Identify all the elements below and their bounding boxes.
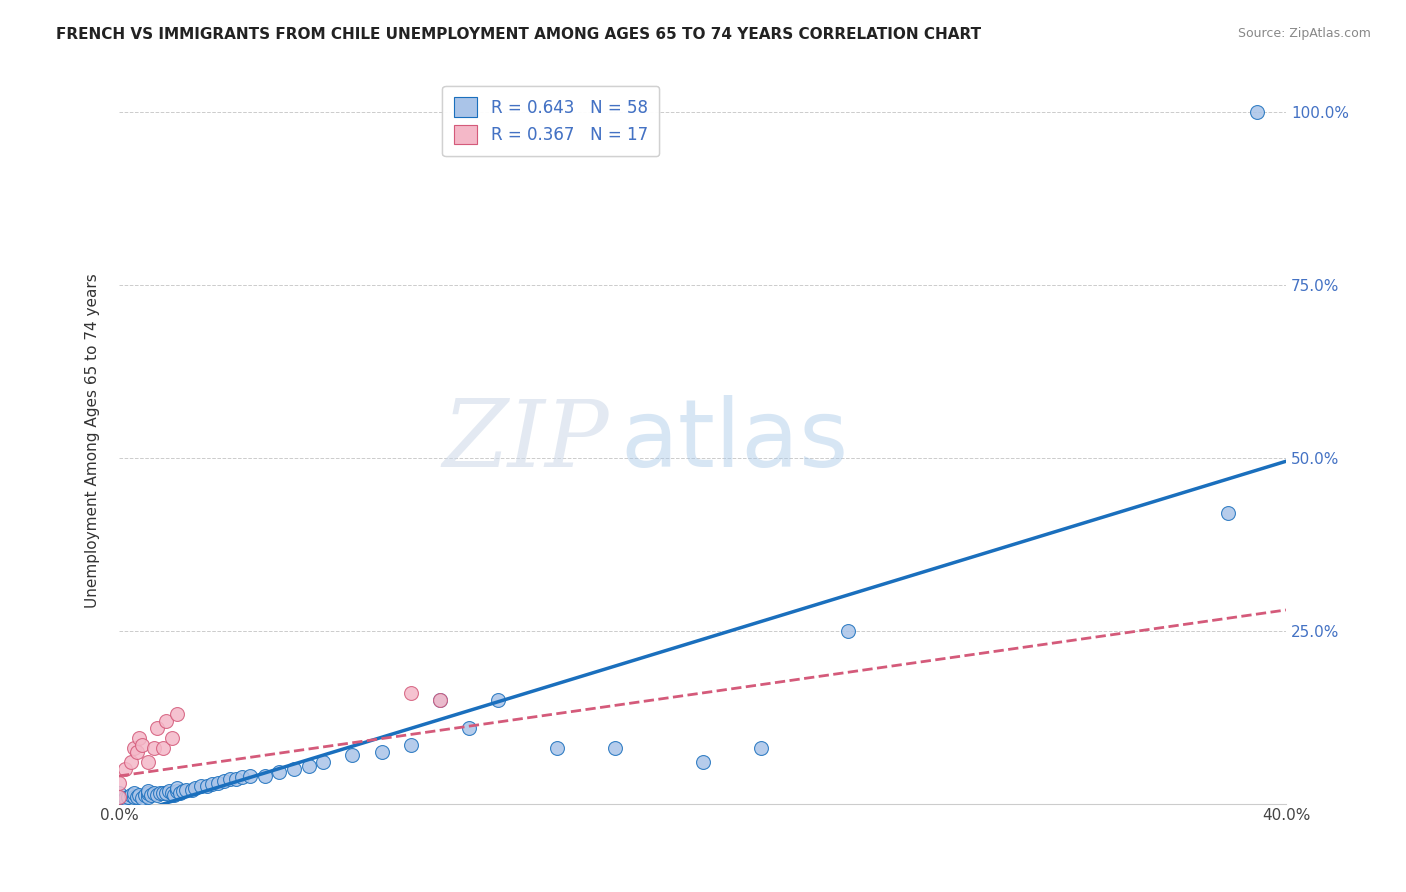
Point [125,789,148,804]
Point [546,741,568,756]
Point [122,741,145,756]
Point [114,791,136,805]
Point [231,770,253,784]
Point [160,731,183,745]
Point [108,789,131,804]
Text: ZIP: ZIP [443,395,609,485]
Point [749,741,772,756]
Point [155,714,177,728]
Point [399,686,422,700]
Text: atlas: atlas [621,394,849,486]
Point [108,789,131,804]
Point [298,758,321,772]
Point [157,784,180,798]
Point [429,693,451,707]
Point [195,780,218,794]
Point [166,706,188,721]
Point [149,786,172,800]
Point [131,791,153,805]
Point [139,789,162,803]
Point [458,721,481,735]
Legend: R = 0.643   N = 58, R = 0.367   N = 17: R = 0.643 N = 58, R = 0.367 N = 17 [443,86,659,156]
Point [253,769,276,783]
Point [219,772,242,787]
Point [212,774,235,789]
Point [122,786,145,800]
Point [136,784,159,798]
Point [108,776,131,790]
Point [486,693,509,707]
Point [136,755,159,769]
Point [225,772,247,787]
Point [163,789,186,803]
Point [160,786,183,800]
Point [125,745,148,759]
Point [128,731,150,745]
Point [283,762,305,776]
Point [239,769,262,783]
Point [166,784,188,798]
Point [370,745,392,759]
Point [190,780,212,794]
Point [169,786,191,800]
Point [174,782,197,797]
Point [143,741,166,756]
Point [837,624,859,638]
Point [136,786,159,800]
Point [1246,105,1268,120]
Point [143,786,166,800]
Point [603,741,626,756]
Point [155,786,177,800]
Point [108,793,131,807]
Point [114,762,136,776]
Point [146,789,169,803]
Point [120,789,142,803]
Point [108,786,131,800]
Point [429,693,451,707]
Point [1216,506,1239,520]
Point [184,781,207,796]
Point [120,755,142,769]
Point [342,748,364,763]
Point [117,789,139,804]
Point [131,738,153,752]
Point [692,755,714,769]
Point [134,789,156,803]
Y-axis label: Unemployment Among Ages 65 to 74 years: Unemployment Among Ages 65 to 74 years [86,273,100,608]
Point [181,782,204,797]
Point [128,789,150,803]
Point [122,789,145,804]
Point [136,789,159,804]
Point [312,755,335,769]
Point [201,777,224,791]
Text: FRENCH VS IMMIGRANTS FROM CHILE UNEMPLOYMENT AMONG AGES 65 TO 74 YEARS CORRELATI: FRENCH VS IMMIGRANTS FROM CHILE UNEMPLOY… [56,27,981,42]
Point [172,784,194,798]
Point [207,776,229,790]
Point [152,786,174,800]
Point [166,781,188,796]
Text: Source: ZipAtlas.com: Source: ZipAtlas.com [1237,27,1371,40]
Point [152,741,174,756]
Point [269,765,291,780]
Point [399,738,422,752]
Point [146,721,169,735]
